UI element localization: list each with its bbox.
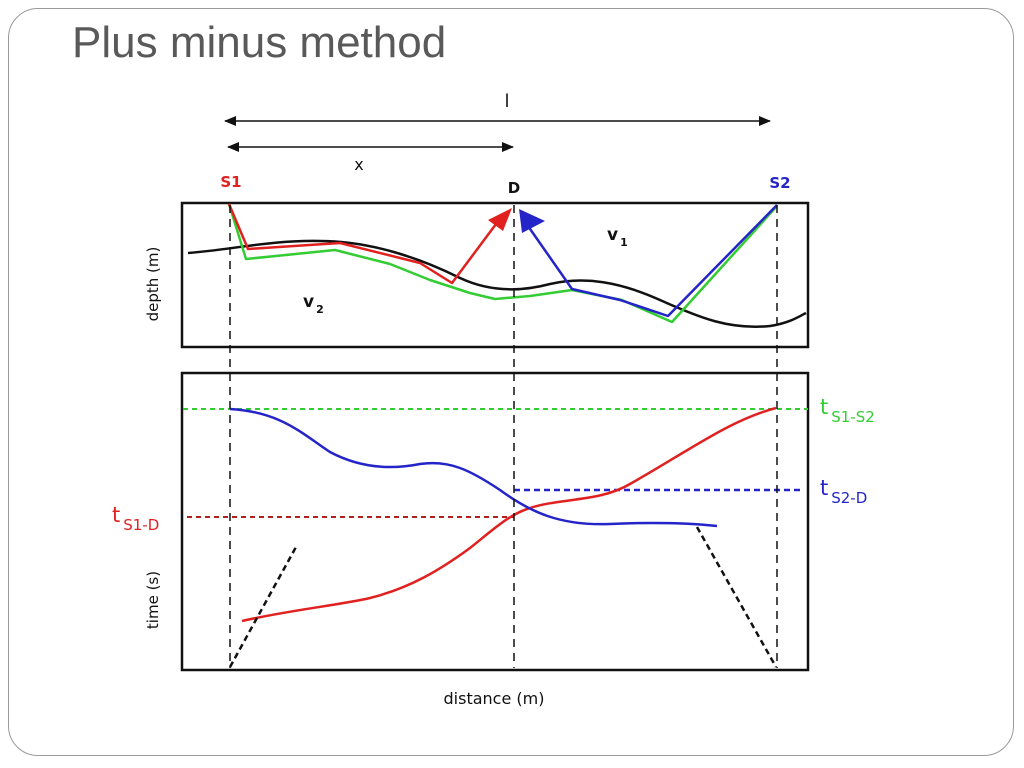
ray-path-s2-d [526, 204, 778, 318]
label-l: l [504, 91, 509, 112]
time-panel [180, 371, 810, 672]
label-s1: S1 [220, 173, 241, 191]
ray-arrow-s1-icon [488, 208, 512, 231]
direct-wave-s2 [695, 526, 778, 668]
label-t-s2-d: t S2-D [820, 476, 867, 507]
label-d: D [508, 179, 520, 197]
slide-frame [8, 8, 1014, 756]
ray-path-s1-d [227, 203, 504, 285]
depth-axis-label: depth (m) [144, 247, 162, 322]
dimension-x: x [227, 142, 514, 174]
distance-axis-label: distance (m) [444, 689, 545, 708]
slide-title: Plus minus method [72, 18, 447, 67]
dimension-l: l [224, 91, 771, 126]
label-s2: S2 [769, 174, 790, 192]
refractor-interface [187, 239, 807, 328]
label-x: x [354, 155, 363, 174]
label-t-s1-d: t S1-D [112, 503, 159, 534]
ray-arrow-s2-icon [519, 209, 545, 233]
projection-lines [229, 205, 778, 668]
time-axis-label: time (s) [144, 571, 162, 629]
direct-wave-s1 [228, 546, 298, 668]
traveltime-curve-s2 [229, 407, 718, 528]
label-t-s1-s2: t S1-S2 [820, 395, 875, 426]
traveltime-curve-s1 [241, 406, 777, 623]
